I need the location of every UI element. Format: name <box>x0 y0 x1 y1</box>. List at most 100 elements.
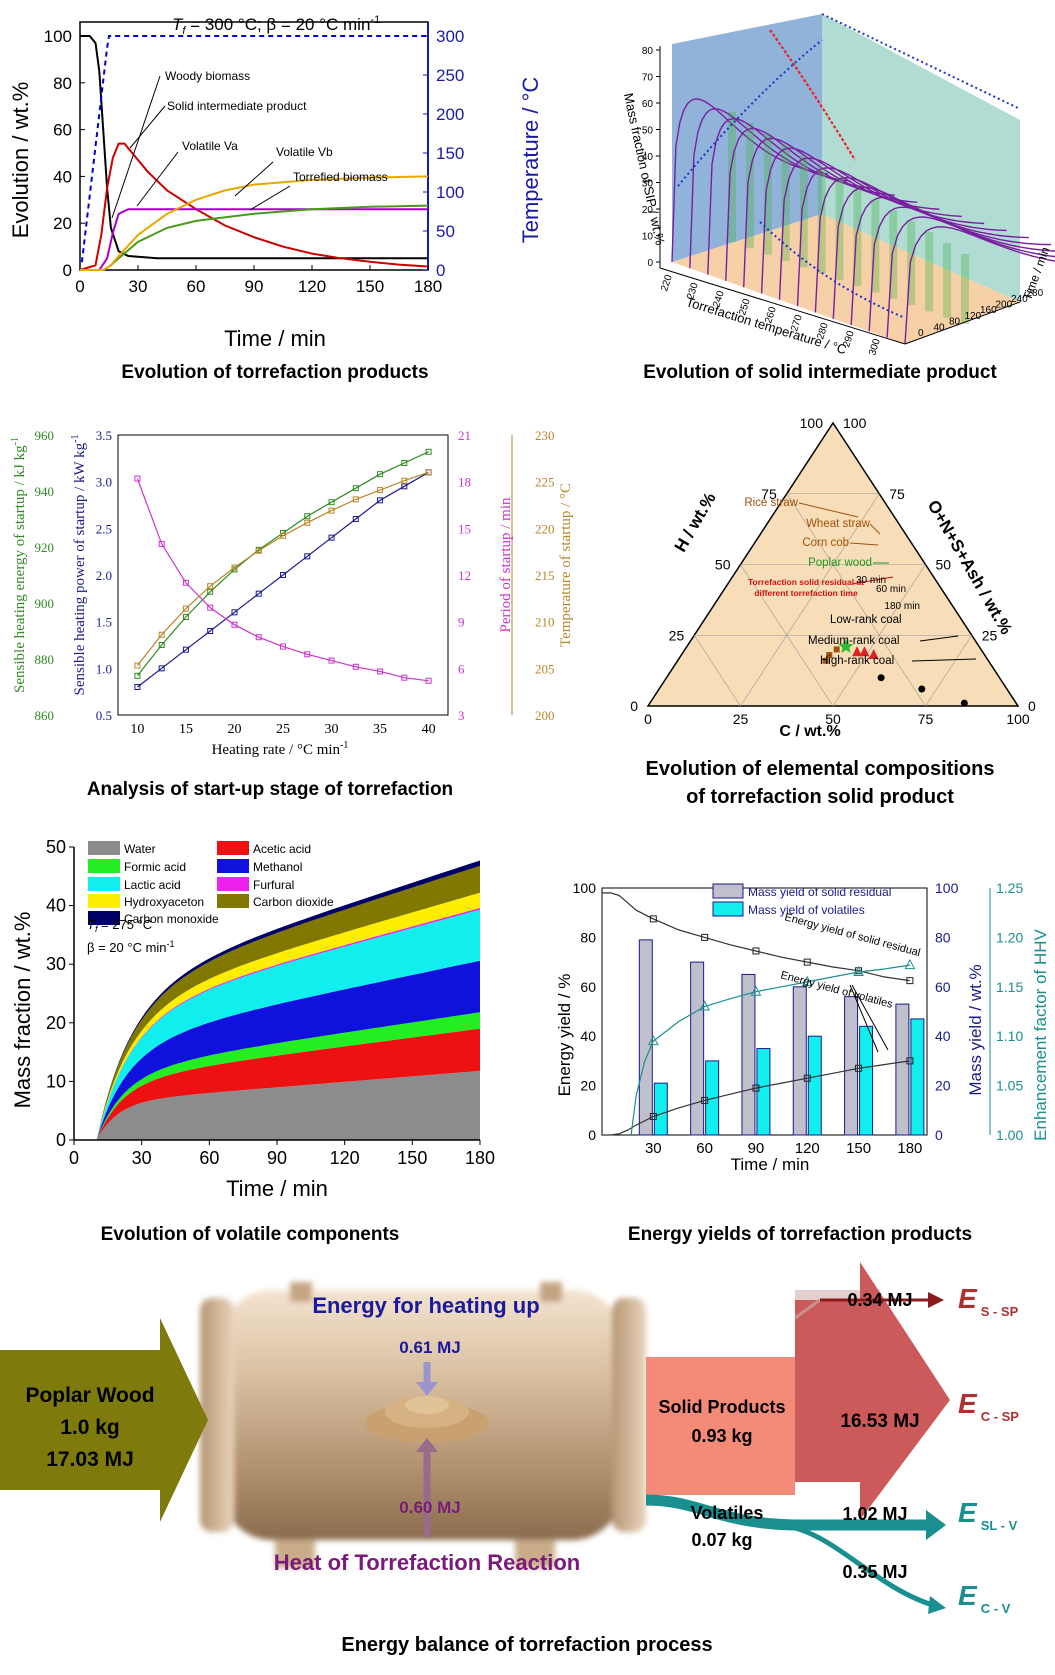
p6-marker <box>906 1057 914 1065</box>
p2-ytick-label: 40 <box>934 322 946 333</box>
p4-label-poplar-wood: Poplar wood <box>808 557 872 569</box>
p1-ytick-label: 40 <box>53 167 72 186</box>
p3-point <box>377 487 384 494</box>
p4-bottom-tick: 100 <box>1006 711 1030 727</box>
p1-leader-2 <box>136 151 179 207</box>
p3-point <box>182 614 189 620</box>
p6-marker <box>701 933 709 941</box>
p2-ytick-label: 200 <box>996 300 1013 311</box>
p5-cond1: Tf = 275 °C <box>87 917 152 934</box>
p3-series-1 <box>137 471 429 688</box>
p3-point <box>328 499 335 506</box>
p4-caption-line1: Evolution of elemental compositions <box>646 758 995 780</box>
p1-ytick-label: 80 <box>53 74 72 93</box>
p3-point <box>134 672 141 679</box>
p3-series-0 <box>136 451 429 677</box>
p2-ytick-label: 0 <box>918 328 924 339</box>
p4-axis-left: H / wt.% <box>671 489 720 555</box>
p6-y3tick-label: 1.15 <box>996 979 1023 995</box>
p2-ztick-label: 70 <box>642 73 654 84</box>
p1-series-4 <box>80 175 429 271</box>
p4-bottom-tick: 50 <box>825 711 841 727</box>
p5-legend-label: Lactic acid <box>124 878 181 892</box>
p4-right-tick: 100 <box>843 415 867 431</box>
heating-arrow-head <box>416 1382 438 1396</box>
p6-ytick-label: 20 <box>580 1078 596 1094</box>
p1-label-torrefied: Torrefied biomass <box>293 170 388 184</box>
p6-y2tick-label: 60 <box>935 979 951 995</box>
p2-peak-curve <box>769 29 856 161</box>
p4-red-label-1: Torrefaction solid residual at <box>748 577 864 587</box>
p6-y2tick-label: 20 <box>935 1078 951 1094</box>
p2-ztick-label: 50 <box>642 126 654 137</box>
p6-ytick-label: 100 <box>573 880 597 896</box>
p4-red-label-2: different torrefaction time <box>754 588 858 598</box>
p5-legend-swatch <box>88 859 120 873</box>
out-c-v-value: 0.35 MJ <box>842 1562 907 1582</box>
p2-ztick-label: 10 <box>642 232 654 243</box>
p1-series-2 <box>80 208 428 271</box>
p3-point <box>182 605 189 612</box>
p2-ztick-label: 60 <box>642 99 654 110</box>
p3-point <box>231 564 238 571</box>
p3-y2tick-label: 3.5 <box>96 428 112 443</box>
p3-xtick-label: 15 <box>179 722 193 737</box>
panel-volatile-components: 0 30 60 90 120 150 180 0 10 20 30 40 50 Water Formic a… <box>10 837 495 1245</box>
p6-y3tick-label: 1.05 <box>996 1078 1023 1094</box>
p4-grid <box>740 493 880 707</box>
p1-xtick-label: 120 <box>298 277 326 296</box>
p1-label-va: Volatile Va <box>182 139 238 153</box>
p6-marker <box>649 915 657 923</box>
p4-point-triangle <box>868 649 879 660</box>
p6-bar-volatiles <box>705 1060 720 1136</box>
p3-y1tick-label: 920 <box>35 540 55 555</box>
p4-leader <box>851 576 894 585</box>
p6-bar-solid <box>792 986 807 1136</box>
p5-xtick-label: 90 <box>267 1148 287 1168</box>
out-sl-v-arrow <box>926 1510 946 1540</box>
p6-marker-hhv <box>853 965 864 976</box>
p1-leader-1 <box>129 105 166 149</box>
p1-series-1 <box>79 142 429 271</box>
p2-curve-13 <box>904 226 1055 345</box>
p3-point <box>207 583 214 590</box>
out-c-v-stream <box>794 1525 937 1609</box>
p6-marker-hhv <box>750 985 762 996</box>
out-sl-v-value: 1.02 MJ <box>842 1504 907 1524</box>
p4-label-rice-straw: Rice straw <box>744 497 798 509</box>
p5-xtick-label: 150 <box>397 1148 427 1168</box>
p5-legend-swatch <box>217 894 249 908</box>
p2-ztick-label: 40 <box>642 152 654 163</box>
p5-band-water <box>96 1070 480 1140</box>
p3-y4tick-label: 230 <box>535 428 555 443</box>
input-line1: Poplar Wood <box>25 1384 154 1407</box>
p3-point <box>304 651 311 658</box>
p5-legend-swatch <box>88 841 120 855</box>
p3-y1tick-label: 880 <box>35 652 55 667</box>
p3-point <box>328 507 335 514</box>
p1-xtick-label: 90 <box>245 277 264 296</box>
p3-y1tick-label: 900 <box>35 596 55 611</box>
p1-leader-4 <box>249 185 291 211</box>
p3-y2tick-label: 2.0 <box>96 568 112 583</box>
p5-xtick-label: 60 <box>199 1148 219 1168</box>
p1-series-0 <box>80 35 428 260</box>
p3-point <box>134 684 141 690</box>
p6-marker-hhv <box>699 1000 710 1011</box>
p6-ytick-label: 80 <box>580 929 596 945</box>
p1-ylabel: Evolution / wt.% <box>8 82 33 239</box>
p3-xtick-label: 25 <box>276 722 290 737</box>
p3-y4tick-label: 210 <box>535 615 555 630</box>
p5-legend-swatch <box>88 911 120 925</box>
p4-point-square <box>833 646 840 653</box>
p6-y2tick-label: 40 <box>935 1028 951 1044</box>
p5-legend-label: Acetic acid <box>253 842 311 856</box>
p4-leader <box>869 523 881 535</box>
p6-xtick-label: 90 <box>748 1140 765 1157</box>
p5-legend-label: Water <box>124 842 156 856</box>
p5-xtick-label: 120 <box>330 1148 360 1168</box>
p5-ytick-label: 20 <box>46 1013 66 1033</box>
p5-ytick-label: 10 <box>46 1071 66 1091</box>
p4-leader <box>849 542 879 546</box>
input-line2: 1.0 kg <box>60 1416 120 1439</box>
